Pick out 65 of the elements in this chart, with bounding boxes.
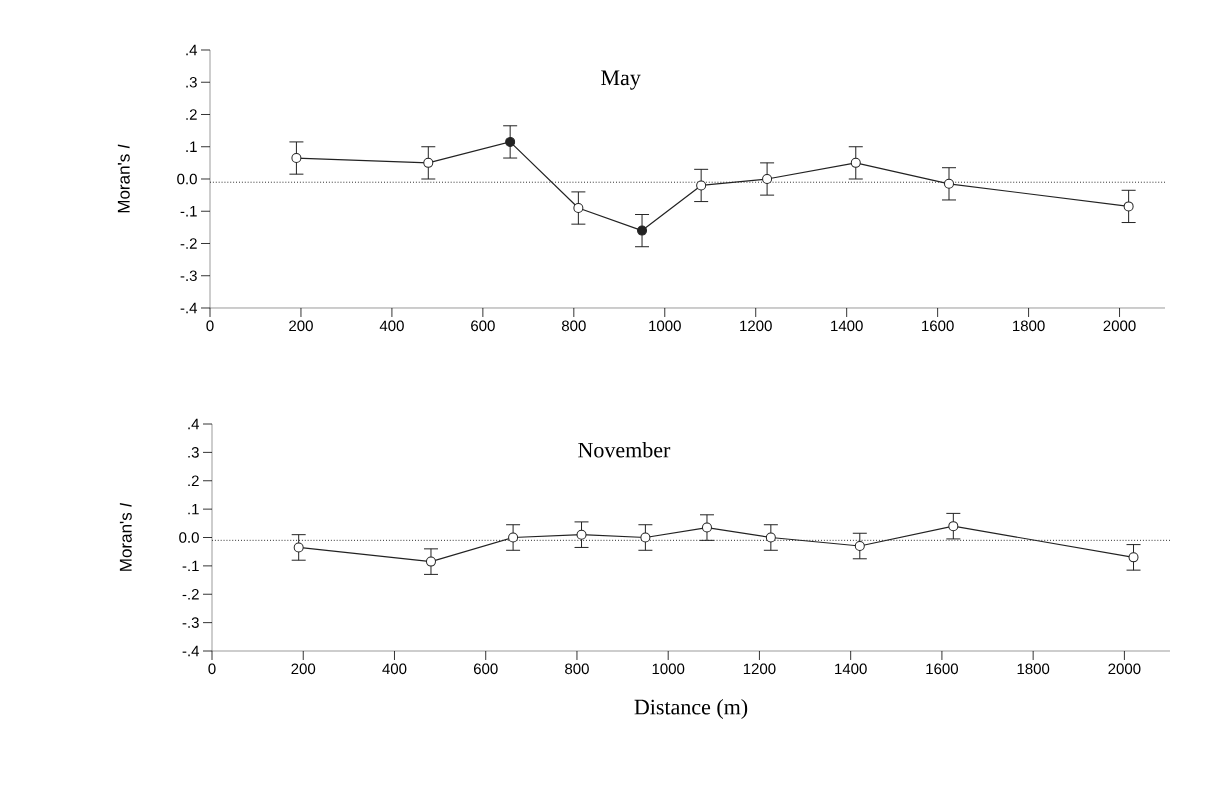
point: [637, 225, 648, 236]
point: [573, 203, 584, 214]
point: [293, 542, 304, 553]
x-tick-label: 1800: [1013, 320, 1045, 332]
y-axis-title: Moran's I: [119, 503, 132, 571]
y-tick-label: .4: [188, 418, 200, 430]
y-tick-label: -.1: [180, 206, 197, 217]
y-tick-label: .2: [188, 475, 199, 486]
point: [1123, 201, 1134, 212]
x-tick-label: 400: [379, 320, 404, 332]
x-tick-label: 1800: [1017, 663, 1050, 675]
x-tick-label: 1400: [835, 663, 867, 675]
x-tick-label: 1600: [922, 320, 954, 332]
x-tick-label: 600: [473, 663, 498, 675]
y-tick-label: 0.0: [177, 173, 197, 185]
x-tick-label: 1200: [740, 320, 772, 332]
point: [765, 532, 776, 543]
point: [425, 556, 436, 567]
x-tick-label: 0: [206, 320, 214, 332]
point: [696, 180, 707, 191]
point: [854, 541, 865, 552]
point: [948, 521, 959, 532]
x-tick-label: 1000: [649, 320, 681, 332]
y-tick-label: .4: [186, 44, 198, 56]
x-axis-title: Distance (m): [634, 699, 748, 719]
point: [640, 532, 651, 543]
point: [423, 157, 434, 168]
x-tick-label: 1000: [652, 663, 685, 675]
y-tick-label: -.2: [180, 238, 197, 249]
x-tick-label: 1400: [831, 320, 863, 332]
point: [944, 178, 954, 189]
y-tick-label: -.4: [180, 302, 198, 314]
y-tick-label: -.4: [182, 645, 200, 657]
y-tick-label: -.3: [180, 270, 197, 282]
x-tick-label: 0: [208, 663, 216, 675]
text: May: [601, 70, 641, 90]
text: November: [578, 442, 671, 458]
x-tick-label: 800: [561, 320, 586, 332]
y-tick-label: .1: [186, 141, 197, 152]
x-tick-label: 1600: [926, 663, 958, 675]
x-tick-label: 800: [565, 663, 589, 675]
x-tick-label: 600: [471, 320, 495, 332]
point: [576, 529, 587, 540]
y-tick-label: -.1: [182, 560, 199, 572]
x-tick-label: 200: [291, 663, 316, 675]
y-tick-label: .2: [186, 109, 197, 120]
point: [291, 153, 302, 164]
x-tick-label: 400: [382, 663, 407, 675]
point: [850, 157, 861, 168]
x-tick-label: 200: [289, 320, 313, 332]
y-tick-label: .1: [188, 503, 199, 515]
point: [505, 136, 516, 147]
point: [701, 522, 712, 533]
point: [508, 532, 519, 543]
x-tick-label: 1200: [743, 663, 776, 675]
y-tick-label: .3: [186, 76, 197, 88]
x-tick-label: 2000: [1103, 320, 1136, 332]
point: [1128, 552, 1139, 563]
x-tick-label: 2000: [1108, 663, 1141, 675]
y-axis-title: Moran's I: [117, 144, 130, 213]
point: [762, 174, 773, 184]
y-tick-label: -.3: [182, 617, 199, 628]
y-tick-label: -.2: [182, 589, 199, 600]
y-tick-label: .3: [188, 447, 199, 458]
y-tick-label: 0.0: [179, 532, 199, 543]
